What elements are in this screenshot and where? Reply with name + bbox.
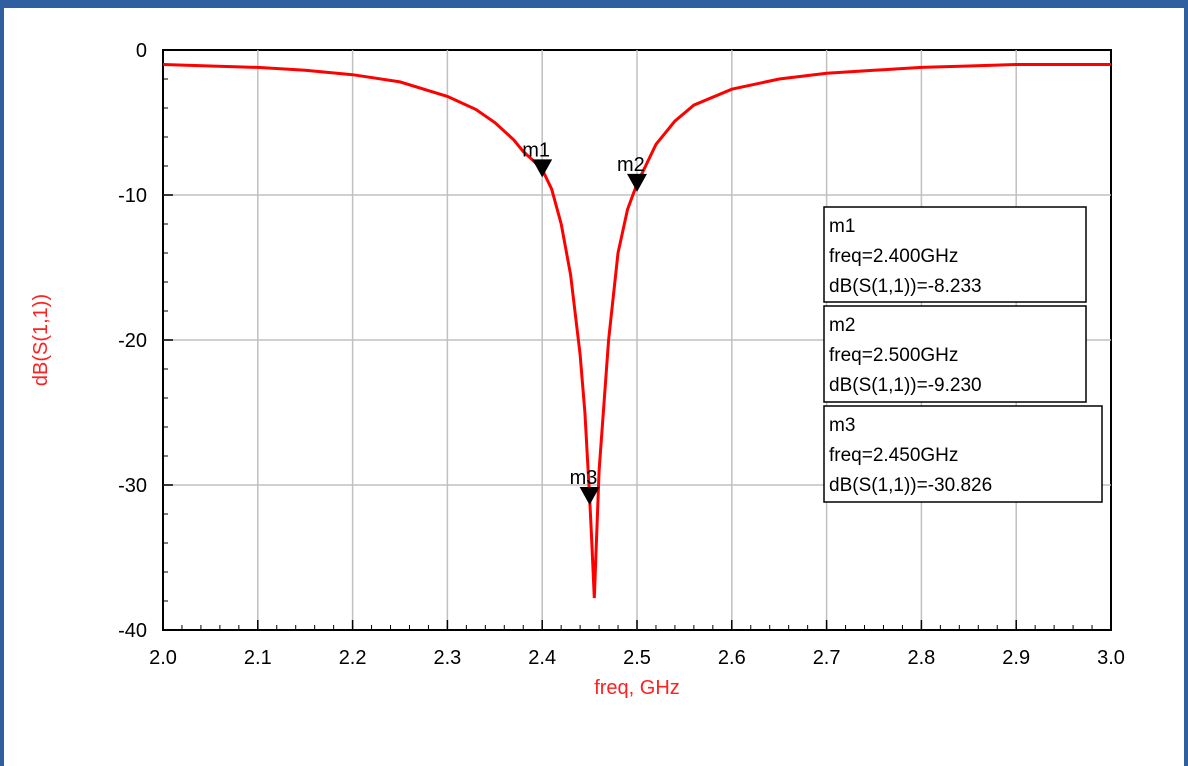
y-tick-label: -30 — [118, 475, 147, 497]
marker-readout-boxes: m1 freq=2.400GHz dB(S(1,1))=-8.233 m2 freq=2… — [823, 206, 1103, 503]
window-border-left — [0, 0, 4, 766]
x-tick-label: 2.7 — [813, 647, 841, 669]
marker-m1-triangle — [532, 159, 553, 178]
x-tick-label: 2.3 — [433, 647, 461, 669]
y-tick-label: -10 — [118, 185, 147, 207]
x-tick-label: 2.9 — [1002, 647, 1030, 669]
x-tick-label: 2.6 — [718, 647, 746, 669]
y-tick-label: 0 — [136, 40, 147, 62]
readout-m2-line: dB(S(1,1))=-9.230 — [829, 375, 982, 396]
x-tick-label: 2.4 — [528, 647, 556, 669]
x-tick-label: 2.8 — [907, 647, 935, 669]
x-tick-labels: 2.0 2.1 2.2 2.3 2.4 2.5 2.6 2.7 2.8 2.9 3.0 — [149, 647, 1125, 669]
window-header-bar — [0, 0, 1188, 8]
s11-curve — [162, 63, 1111, 599]
readout-m3-line: dB(S(1,1))=-30.826 — [829, 475, 992, 496]
readout-box-m3 — [823, 405, 1103, 503]
readout-m3-line: m3 — [829, 415, 855, 436]
x-axis-title: freq, GHz — [594, 677, 680, 699]
readout-m1-line: m1 — [829, 216, 855, 237]
markers: m1 m2 m3 — [522, 139, 647, 505]
marker-m3-label: m3 — [570, 467, 598, 489]
y-tick-label: -20 — [118, 330, 147, 352]
readout-box-m2 — [823, 305, 1087, 403]
readout-m1-line: dB(S(1,1))=-8.233 — [829, 276, 982, 297]
readout-m1-line: freq=2.400GHz — [829, 246, 958, 267]
marker-m1-label: m1 — [522, 139, 550, 161]
marker-m2-label: m2 — [617, 154, 645, 176]
minor-ticks — [162, 49, 1112, 631]
window-border-right — [1184, 0, 1188, 766]
y-axis-title: dB(S(1,1)) — [30, 294, 52, 386]
marker-m2-triangle — [627, 173, 647, 192]
x-tick-label: 3.0 — [1097, 647, 1125, 669]
readout-m2-line: freq=2.500GHz — [829, 345, 958, 366]
x-tick-label: 2.1 — [244, 647, 272, 669]
y-tick-label: -40 — [118, 620, 147, 642]
readout-m3-line: freq=2.450GHz — [829, 445, 958, 466]
marker-m3-triangle — [579, 486, 600, 505]
readout-box-m1 — [823, 206, 1087, 303]
y-tick-labels: 0 -10 -20 -30 -40 — [118, 40, 147, 642]
x-tick-label: 2.2 — [339, 647, 367, 669]
x-tick-label: 2.5 — [623, 647, 651, 669]
readout-m2-line: m2 — [829, 315, 855, 336]
x-tick-label: 2.0 — [149, 647, 177, 669]
